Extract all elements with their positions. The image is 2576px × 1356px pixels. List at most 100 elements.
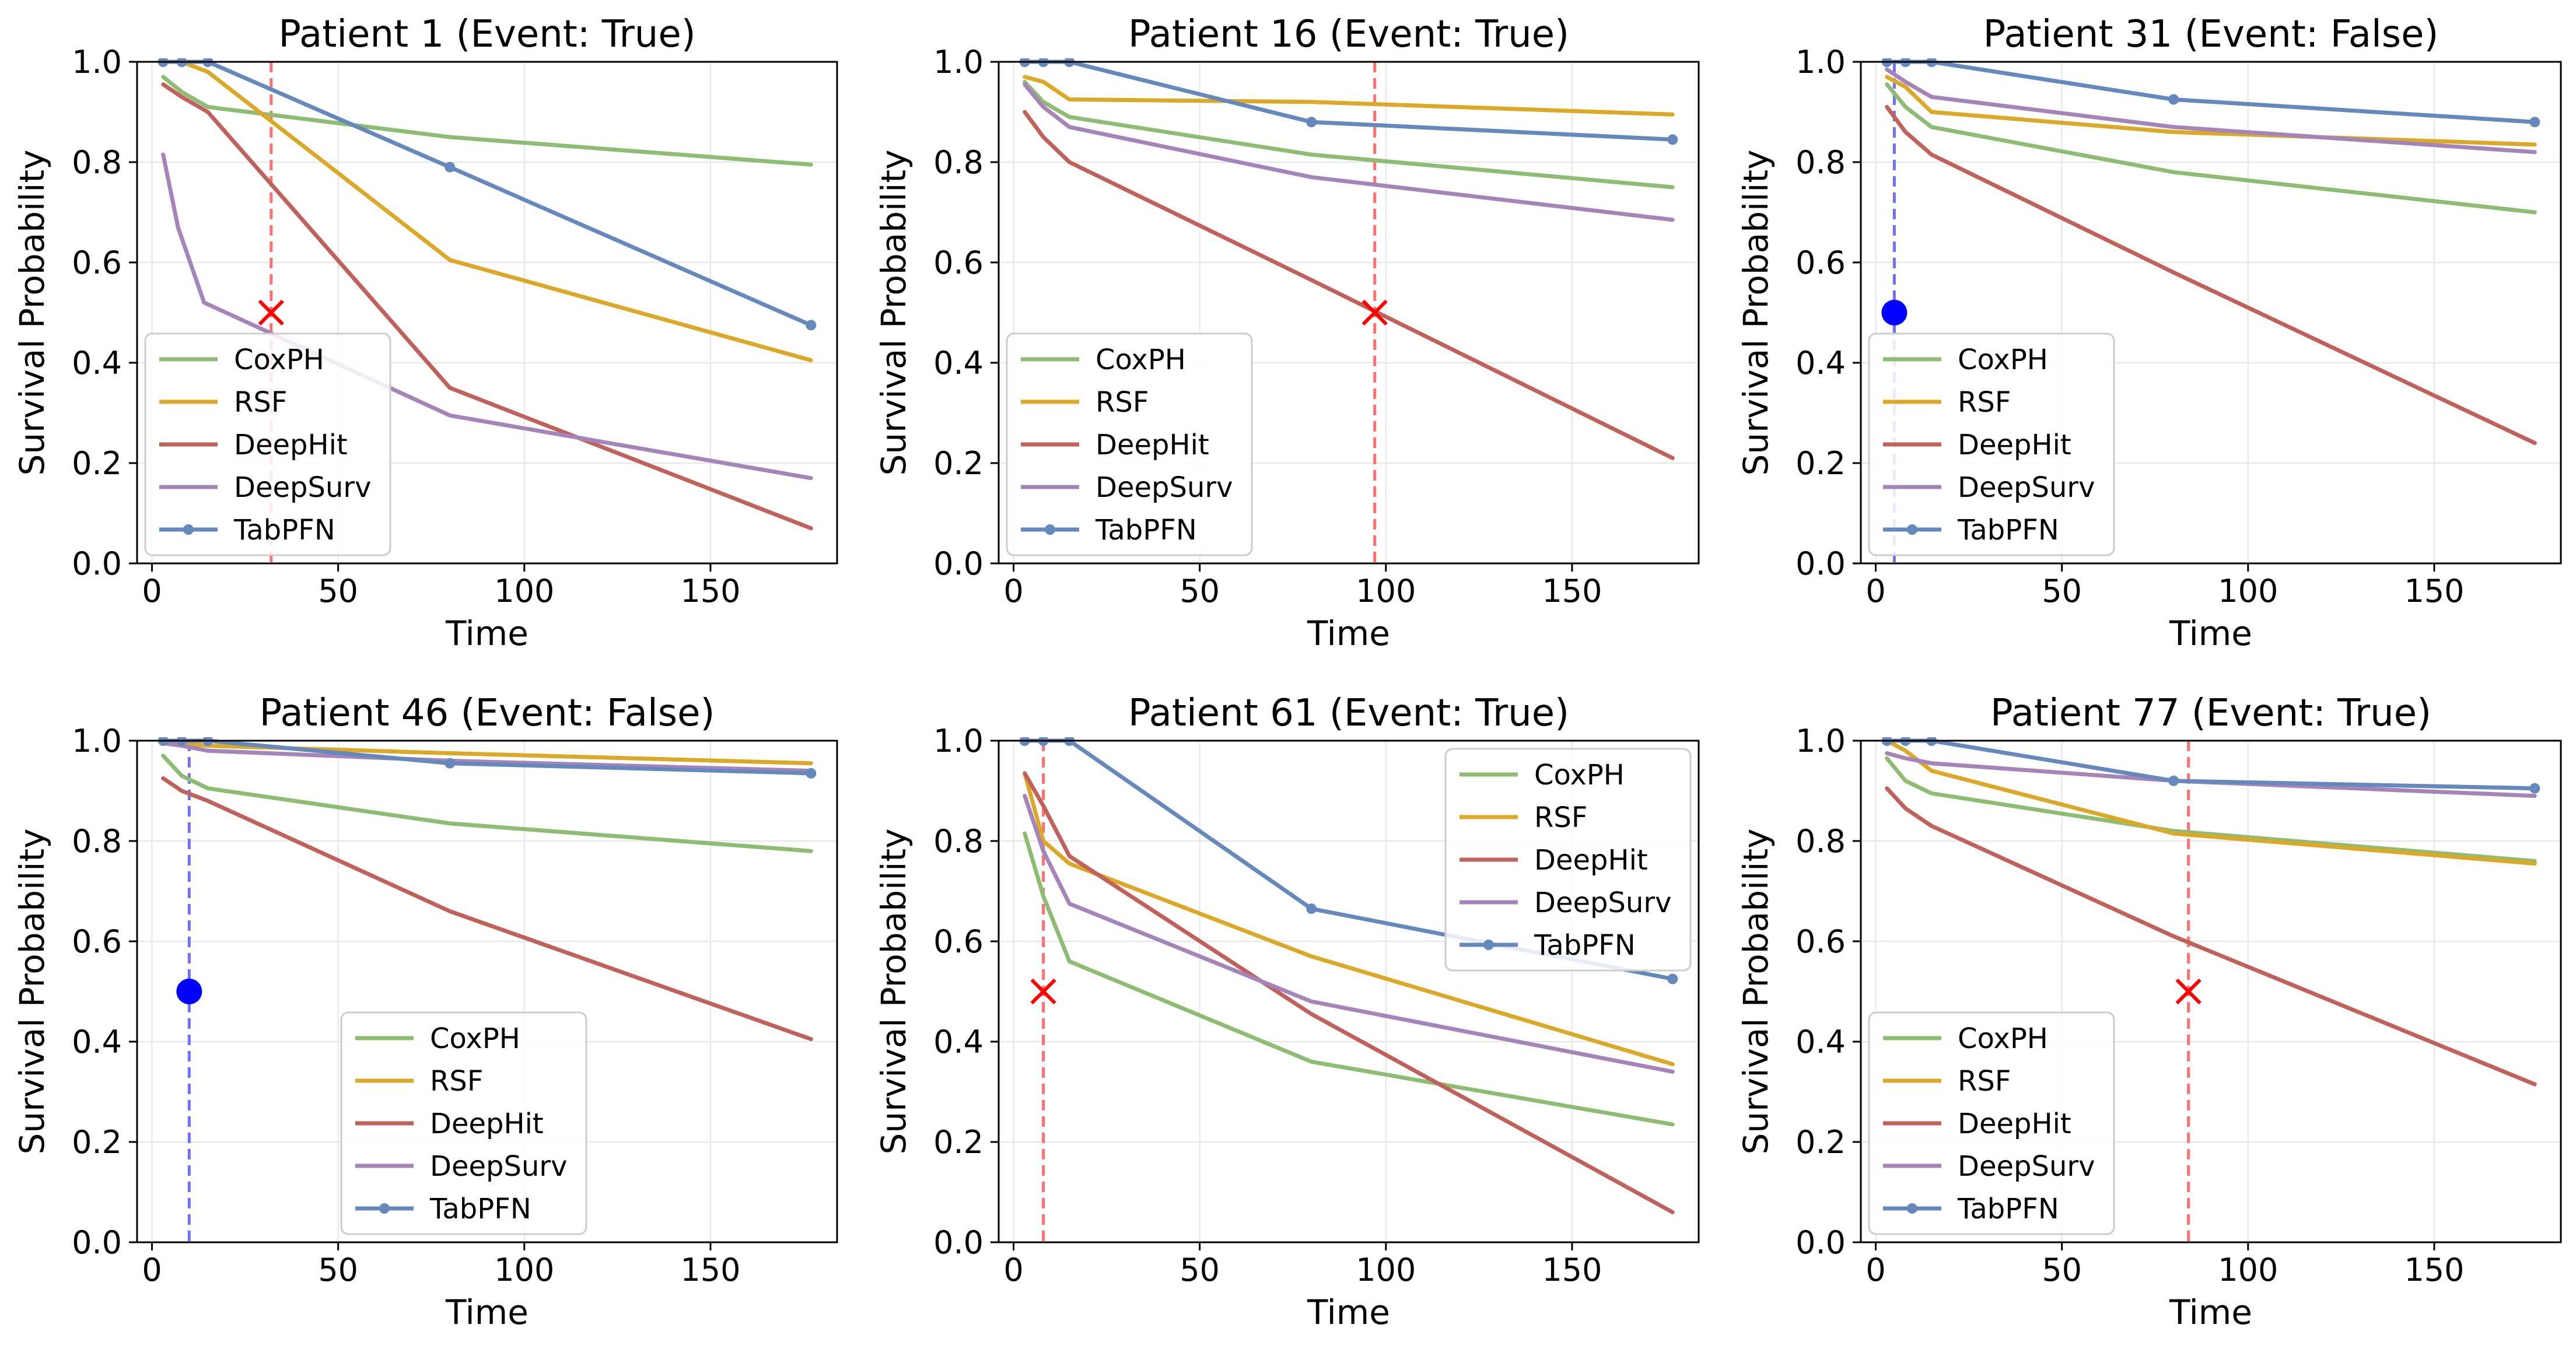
x-tick-label: 100 (1356, 1252, 1416, 1288)
event-marker-stroke (1362, 299, 1388, 326)
y-axis-label: Survival Probability (874, 150, 914, 476)
legend: CoxPH RSF DeepHit DeepSurv TabPFN (1444, 748, 1692, 972)
series-line-coxph (161, 754, 813, 853)
axes-frame (136, 61, 838, 565)
series-point-tabpfn (444, 162, 456, 173)
y-tick-label: 0.2 (933, 445, 984, 482)
series-line-rsf (1023, 75, 1675, 117)
y-tick-label: 0.0 (933, 545, 984, 582)
x-tick-label: 0 (142, 1252, 162, 1288)
legend: CoxPH RSF DeepHit DeepSurv TabPFN (340, 1011, 587, 1235)
series-line-coxph (1023, 831, 1675, 1127)
y-tick-label: 0.6 (72, 923, 122, 960)
y-tick-label: 0.8 (72, 144, 122, 181)
legend-label-coxph: CoxPH (1958, 344, 2048, 376)
legend-box (1868, 1011, 2115, 1235)
series-point-tabpfn (1306, 117, 1317, 128)
axes-frame (998, 740, 1700, 1243)
series-line-deepsurv (1023, 82, 1675, 222)
series-line-deepsurv (161, 152, 813, 481)
legend-swatch-marker (1907, 1203, 1917, 1214)
y-tick-label: 0.6 (72, 244, 122, 281)
event-marker-stroke (258, 299, 284, 326)
series-line-rsf (1885, 738, 2537, 866)
x-tick-label: 50 (2042, 573, 2082, 609)
x-tick-label: 100 (2218, 573, 2278, 609)
x-tick-label: 150 (680, 1252, 740, 1288)
y-tick-label: 1.0 (72, 723, 122, 759)
y-tick-label: 0.2 (1796, 445, 1846, 482)
chart-panel-6: 0 50 100 150 0.0 0.2 0.4 0.6 0.8 1.0 Patient 77 (E… (1736, 692, 2562, 1332)
x-axis-label: Time (445, 614, 528, 653)
series-line-deephit (1885, 786, 2537, 1087)
x-tick-label: 0 (142, 573, 162, 609)
chart-title: Patient 46 (Event: False) (260, 692, 715, 735)
series-line-rsf (161, 59, 813, 363)
legend-box (144, 332, 391, 556)
event-marker-stroke (2175, 978, 2202, 1005)
legend-label-coxph: CoxPH (234, 344, 324, 376)
legend-box (1868, 332, 2115, 556)
y-tick-label: 0.2 (1796, 1124, 1846, 1161)
chart-panel-5: 0 50 100 150 0.0 0.2 0.4 0.6 0.8 1.0 Patient 61 (E… (874, 692, 1700, 1332)
plot-area (158, 58, 817, 563)
y-tick-label: 0.4 (1796, 345, 1846, 381)
legend-box (1006, 332, 1253, 556)
y-tick-label: 0.0 (1796, 1224, 1846, 1261)
y-tick-label: 1.0 (72, 44, 122, 80)
legend-label-rsf: RSF (1958, 1065, 2011, 1098)
y-tick-label: 0.4 (72, 345, 122, 381)
y-tick-label: 1.0 (933, 723, 984, 759)
legend-label-deepsurv: DeepSurv (1958, 471, 2095, 504)
y-tick-label: 0.4 (933, 345, 984, 381)
series-point-tabpfn (806, 768, 817, 779)
series-line-rsf (1885, 75, 2537, 147)
legend-label-coxph: CoxPH (430, 1022, 520, 1055)
legend-box (1444, 748, 1692, 972)
legend-label-deephit: DeepHit (430, 1108, 544, 1140)
series-line-coxph (161, 75, 813, 167)
chart-title: Patient 1 (Event: True) (278, 13, 695, 56)
series-point-tabpfn (2529, 783, 2540, 794)
series-line-deephit (161, 776, 813, 1042)
y-tick-label: 0.6 (933, 923, 984, 960)
x-tick-label: 150 (2404, 573, 2464, 609)
x-axis-label: Time (445, 1292, 528, 1332)
legend-swatch-marker (183, 524, 194, 535)
y-axis-label: Survival Probability (874, 829, 914, 1155)
legend: CoxPH RSF DeepHit DeepSurv TabPFN (1868, 1011, 2115, 1235)
legend-label-rsf: RSF (1958, 386, 2011, 419)
axes-frame (136, 740, 838, 1243)
legend-label-tabpfn: TabPFN (429, 1193, 531, 1225)
x-axis-label: Time (1307, 1292, 1390, 1332)
event-marker-stroke (1030, 978, 1056, 1005)
x-tick-label: 150 (1542, 573, 1602, 609)
axes-frame (998, 61, 1700, 565)
legend-swatch-marker (1045, 524, 1055, 535)
legend-label-deepsurv: DeepSurv (430, 1150, 568, 1183)
x-tick-label: 50 (1180, 573, 1220, 609)
series-point-tabpfn (444, 758, 456, 769)
y-tick-label: 0.8 (933, 144, 984, 181)
chart-panel-3: 0 50 100 150 0.0 0.2 0.4 0.6 0.8 1.0 Patient 31 (E… (1736, 13, 2562, 653)
x-axis-label: Time (1307, 614, 1390, 653)
event-marker-x (1362, 299, 1388, 326)
legend: CoxPH RSF DeepHit DeepSurv TabPFN (144, 332, 391, 556)
chart-title: Patient 77 (Event: True) (1990, 692, 2431, 735)
legend: CoxPH RSF DeepHit DeepSurv TabPFN (1006, 332, 1253, 556)
chart-title: Patient 61 (Event: True) (1128, 692, 1569, 735)
series-line-tabpfn (1885, 59, 2537, 124)
chart-panel-2: 0 50 100 150 0.0 0.2 0.4 0.6 0.8 1.0 Patient 16 (E… (874, 13, 1700, 653)
y-tick-label: 0.2 (72, 445, 122, 482)
censor-marker-dot (1881, 300, 1908, 325)
series-line-deepsurv (1023, 794, 1675, 1074)
legend-label-coxph: CoxPH (1534, 759, 1625, 791)
x-tick-label: 100 (494, 573, 554, 609)
chart-title: Patient 31 (Event: False) (1983, 13, 2439, 56)
event-marker-x (258, 299, 284, 326)
legend-swatch-marker (1483, 940, 1494, 950)
y-tick-label: 0.6 (1796, 244, 1846, 281)
y-tick-label: 0.4 (1796, 1024, 1846, 1060)
plot-area (158, 737, 817, 1242)
